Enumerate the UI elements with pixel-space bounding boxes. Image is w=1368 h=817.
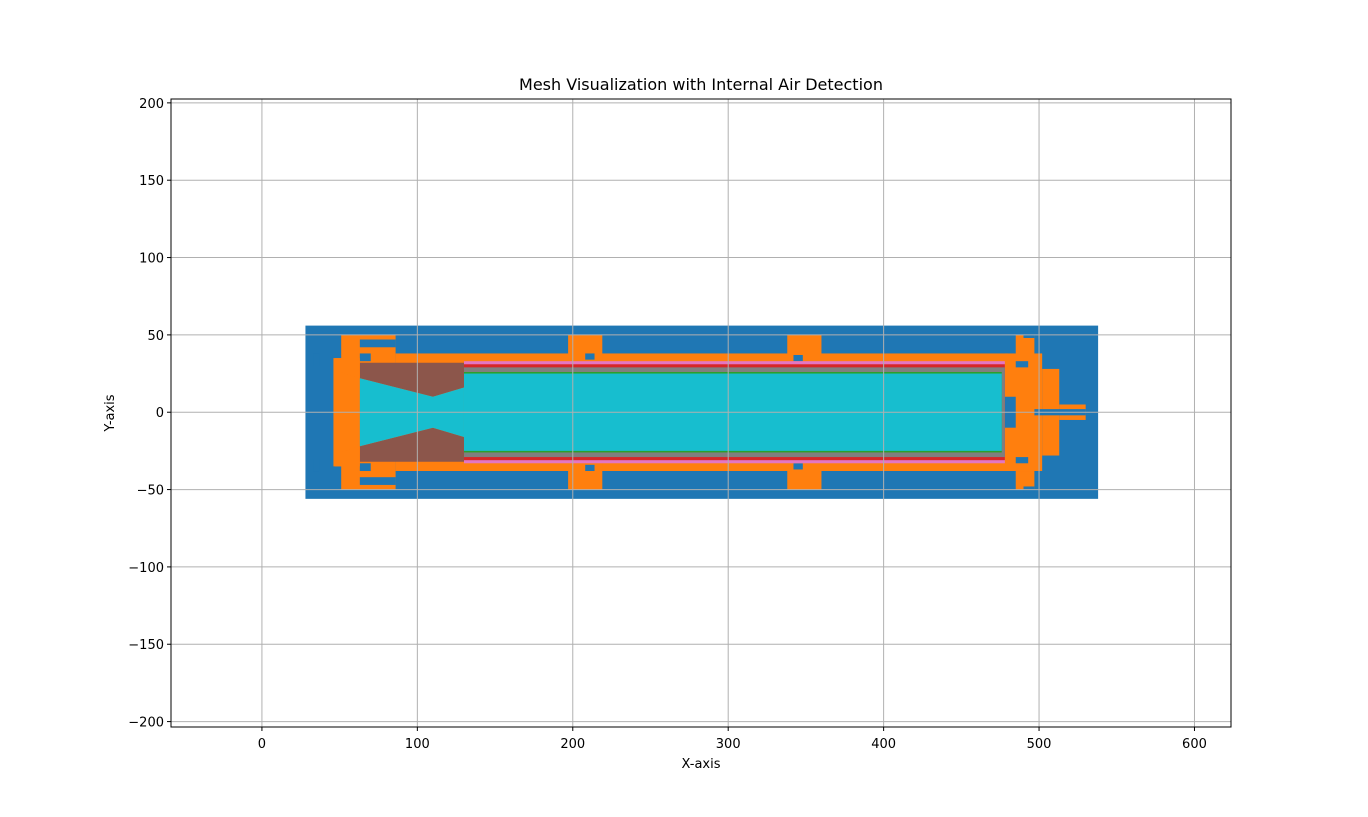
mesh-cell-outer-air	[359, 339, 396, 348]
x-tick-label: 300	[716, 737, 741, 752]
chart-title: Mesh Visualization with Internal Air Det…	[519, 75, 883, 94]
y-tick-label: −200	[128, 716, 164, 731]
y-axis-ticks: −200 −150 −100 −50 0 50 100 150 200	[128, 97, 171, 731]
mesh-cell-outer-air	[585, 464, 595, 472]
mesh-cell-outer-air	[1015, 361, 1029, 368]
x-tick-label: 500	[1027, 737, 1052, 752]
y-tick-label: −150	[128, 638, 164, 653]
y-tick-label: −100	[128, 561, 164, 576]
y-tick-label: 150	[139, 174, 164, 189]
mesh-cell-outer-air	[793, 463, 803, 470]
y-tick-label: −50	[137, 484, 164, 499]
y-tick-label: 0	[156, 406, 164, 421]
mesh-cell-outer-air	[359, 463, 371, 472]
mesh-cell-outer-air	[793, 354, 803, 362]
mesh-region-insulation	[359, 427, 464, 462]
grid-lines	[171, 99, 1231, 727]
mesh-cell-outer-air	[359, 353, 371, 362]
y-tick-label: 100	[139, 252, 164, 267]
mesh-region-structure	[334, 446, 360, 467]
x-axis-ticks: 0 100 200 300 400 500 600	[258, 727, 1207, 752]
mesh-region-insulation	[359, 362, 464, 397]
mesh-region-structure	[334, 358, 360, 379]
x-tick-label: 200	[560, 737, 585, 752]
mesh-cell-outer-air	[313, 353, 320, 366]
mesh-cell-outer-air	[359, 477, 396, 485]
x-tick-label: 100	[405, 737, 430, 752]
y-tick-label: 50	[147, 329, 164, 344]
mesh-cell-outer-air	[1015, 457, 1029, 464]
mesh-cell-outer-air	[585, 353, 595, 360]
y-tick-label: 200	[139, 97, 164, 112]
mesh-cell-outer-air	[313, 458, 320, 472]
x-tick-label: 0	[258, 737, 266, 752]
y-axis-label: Y-axis	[103, 394, 118, 432]
x-tick-label: 400	[871, 737, 896, 752]
axes-frame	[170, 98, 1232, 728]
x-axis-label: X-axis	[682, 757, 721, 772]
x-tick-label: 600	[1182, 737, 1207, 752]
